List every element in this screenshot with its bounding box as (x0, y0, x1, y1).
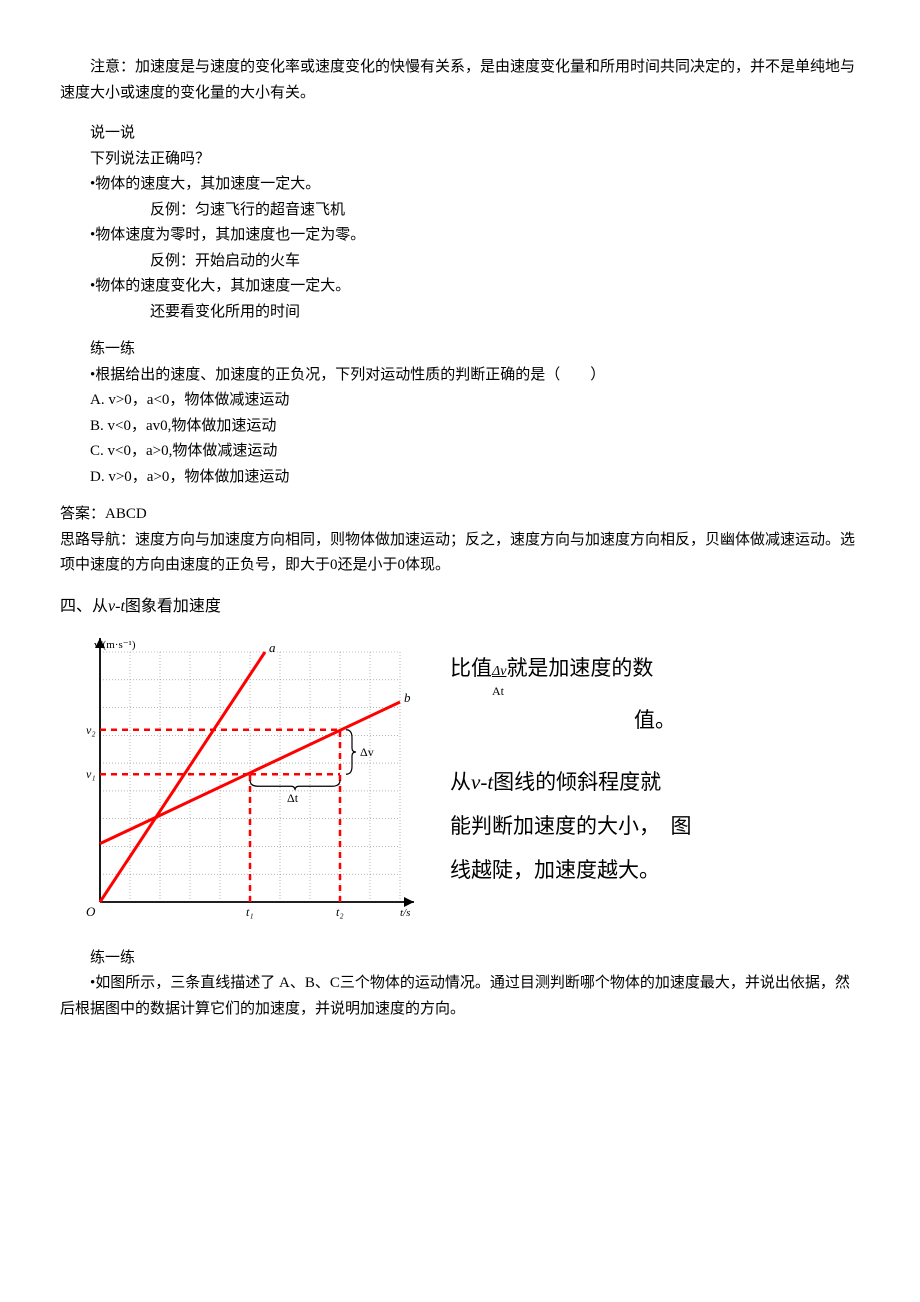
side-ratio-num: Δv (492, 664, 506, 679)
practice1-opt-b: B. v<0，av0,物体做加速运动 (60, 414, 860, 440)
vt-chart: a b Δv Δt v₁ v₂ t₁ t₂ Ov/(m·s⁻¹) t/s (60, 632, 420, 932)
talk-reply-3: 还要看变化所用的时间 (60, 300, 860, 326)
side-l1b: 就是加速度的数 (506, 656, 653, 680)
side-l2a: 从 (450, 770, 471, 794)
svg-text:t₁: t₁ (246, 905, 254, 919)
section4-title-part1: 四、从 (60, 598, 108, 615)
svg-text:v₁: v₁ (86, 767, 96, 781)
section4-title-part2: 图象看加速度 (125, 598, 221, 615)
vt-chart-svg: a b Δv Δt v₁ v₂ t₁ t₂ Ov/(m·s⁻¹) t/s (60, 632, 420, 932)
talk-title: 说一说 (60, 121, 860, 147)
practice1-stem: •根据给出的速度、加速度的正负况，下列对运动性质的判断正确的是（ ） (60, 363, 860, 389)
side-l1a: 比值 (450, 656, 492, 680)
side-l4: 线越陡，加速度越大。 (450, 848, 860, 892)
talk-question: 下列说法正确吗？ (60, 147, 860, 173)
practice1-answer: 答案：ABCD (60, 502, 860, 528)
talk-item-1: •物体的速度大，其加速度一定大。 (60, 172, 860, 198)
side-l2b: 图线的倾斜程度就 (493, 770, 661, 794)
practice2-stem: •如图所示，三条直线描述了 A、B、C三个物体的运动情况。通过目测判断哪个物体的… (60, 971, 860, 1022)
talk-item-2: •物体速度为零时，其加速度也一定为零。 (60, 223, 860, 249)
svg-text:b: b (404, 690, 411, 705)
svg-text:t₂: t₂ (336, 905, 344, 919)
svg-text:Δv: Δv (360, 745, 374, 759)
svg-text:O: O (86, 904, 96, 919)
talk-reply-2: 反例：开始启动的火车 (60, 249, 860, 275)
practice1-opt-c: C. v<0，a>0,物体做减速运动 (60, 439, 860, 465)
side-l1c: 值。 (450, 698, 860, 742)
practice1-opt-a: A. v>0，a<0，物体做减速运动 (60, 388, 860, 414)
chart-side-notes: 比值Δv就是加速度的数 At 值。 从v-t图线的倾斜程度就 能判断加速度的大小… (450, 632, 860, 893)
practice1-explanation: 思路导航：速度方向与加速度方向相同，则物体做加速运动；反之，速度方向与加速度方向… (60, 528, 860, 579)
note-paragraph: 注意：加速度是与速度的变化率或速度变化的快慢有关系，是由速度变化量和所用时间共同… (60, 55, 860, 106)
side-vt: v-t (471, 770, 493, 794)
side-l3: 能判断加速度的大小， 图 (450, 804, 860, 848)
practice2-title: 练一练 (60, 946, 860, 972)
svg-text:t/s: t/s (400, 907, 410, 919)
svg-text:v/(m·s⁻¹): v/(m·s⁻¹) (94, 639, 136, 651)
talk-reply-1: 反例：匀速飞行的超音速飞机 (60, 198, 860, 224)
practice1-opt-d: D. v>0，a>0，物体做加速运动 (60, 465, 860, 491)
section4-title: 四、从v-t图象看加速度 (60, 593, 860, 620)
svg-text:v₂: v₂ (86, 722, 96, 736)
practice1-title: 练一练 (60, 337, 860, 363)
vt-label: v-t (108, 598, 125, 615)
talk-item-3: •物体的速度变化大，其加速度一定大。 (60, 274, 860, 300)
svg-text:a: a (269, 640, 276, 655)
svg-text:Δt: Δt (287, 791, 299, 805)
